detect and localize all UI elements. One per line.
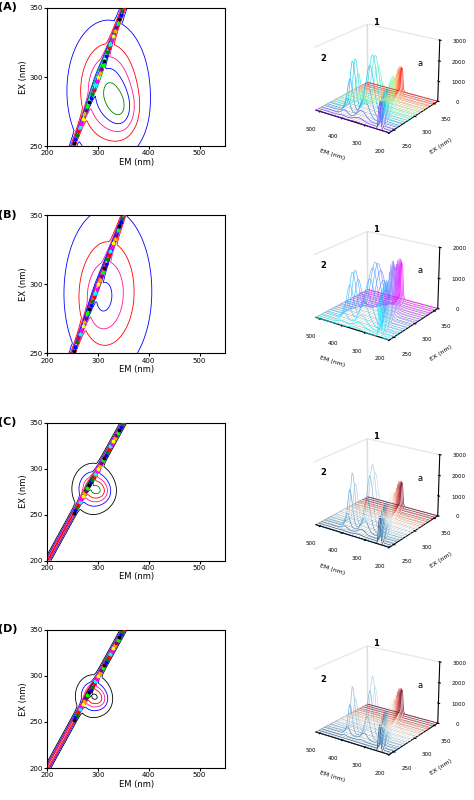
X-axis label: EM (nm): EM (nm) xyxy=(319,563,346,575)
X-axis label: EM (nm): EM (nm) xyxy=(319,355,346,368)
X-axis label: EM (nm): EM (nm) xyxy=(118,572,154,582)
Text: a: a xyxy=(417,681,422,690)
X-axis label: EM (nm): EM (nm) xyxy=(118,158,154,166)
Y-axis label: EX (nm): EX (nm) xyxy=(19,682,28,716)
Text: (B): (B) xyxy=(0,210,16,220)
Y-axis label: EX (nm): EX (nm) xyxy=(429,344,453,362)
Text: 1: 1 xyxy=(373,18,379,26)
Text: 2: 2 xyxy=(320,54,327,62)
Text: 2: 2 xyxy=(320,675,327,684)
Text: 2: 2 xyxy=(320,468,327,477)
Y-axis label: EX (nm): EX (nm) xyxy=(429,758,453,776)
Text: (A): (A) xyxy=(0,2,17,13)
Text: 2: 2 xyxy=(320,261,327,270)
Text: 1: 1 xyxy=(373,432,379,441)
X-axis label: EM (nm): EM (nm) xyxy=(319,770,346,782)
Y-axis label: EX (nm): EX (nm) xyxy=(429,137,453,154)
Text: a: a xyxy=(417,59,422,68)
Text: a: a xyxy=(417,474,422,482)
X-axis label: EM (nm): EM (nm) xyxy=(118,365,154,374)
Text: (C): (C) xyxy=(0,417,16,427)
Text: (D): (D) xyxy=(0,624,17,634)
Y-axis label: EX (nm): EX (nm) xyxy=(429,551,453,569)
Y-axis label: EX (nm): EX (nm) xyxy=(19,267,28,301)
X-axis label: EM (nm): EM (nm) xyxy=(319,148,346,161)
Text: a: a xyxy=(417,266,422,275)
Y-axis label: EX (nm): EX (nm) xyxy=(19,475,28,509)
Text: 1: 1 xyxy=(373,225,379,234)
Text: 1: 1 xyxy=(373,639,379,649)
X-axis label: EM (nm): EM (nm) xyxy=(118,779,154,789)
Y-axis label: EX (nm): EX (nm) xyxy=(19,60,28,94)
